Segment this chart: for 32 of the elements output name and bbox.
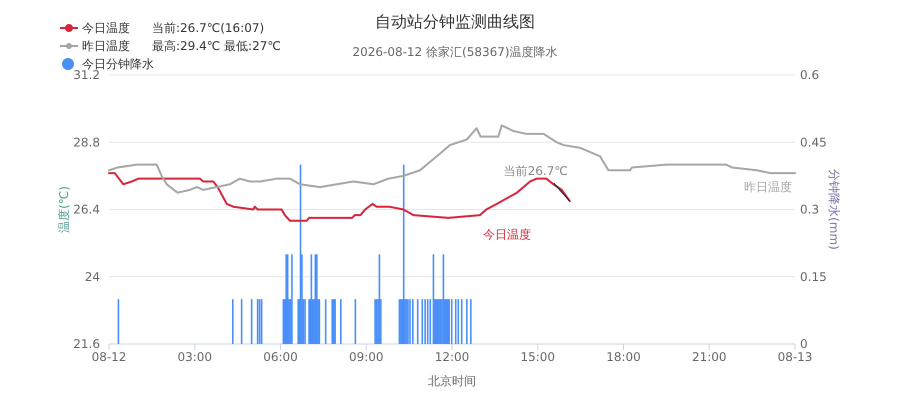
legend-label: 昨日温度 — [82, 39, 130, 53]
legend-label: 今日分钟降水 — [82, 57, 154, 71]
y2-axis-title: 分钟降水(mm) — [827, 169, 841, 250]
x-axis-title: 北京时间 — [428, 374, 476, 388]
text: 当前:26.7℃(16:07) — [152, 21, 264, 35]
x-tick-label: 08-13 — [778, 350, 812, 364]
y-tick-label: 26.4 — [73, 202, 100, 216]
legend-label: 今日温度 — [82, 21, 130, 35]
y2-tick-label: 0 — [800, 337, 808, 351]
y2-tick-label: 0.6 — [800, 68, 820, 82]
x-tick-label: 18:00 — [606, 350, 641, 364]
y2-tick-label: 0.3 — [800, 202, 820, 216]
x-tick-label: 12:00 — [434, 350, 470, 364]
y-tick-label: 21.6 — [73, 337, 100, 351]
chart-subtitle: 2026-08-12 徐家汇(58367)温度降水 — [352, 45, 558, 59]
y-axis-title: 温度(℃) — [57, 186, 71, 233]
text: 今日温度 — [482, 227, 531, 242]
x-tick-label: 09:00 — [348, 350, 384, 364]
y2-tick-label: 0.15 — [800, 270, 827, 284]
y-tick-label: 31.2 — [73, 68, 100, 82]
text: 昨日温度 — [744, 180, 792, 194]
x-tick-label: 08-12 — [92, 350, 126, 364]
x-tick-label: 21:00 — [692, 350, 727, 364]
y2-tick-label: 0.45 — [800, 135, 827, 150]
x-tick-label: 03:00 — [177, 350, 212, 364]
y-tick-label: 28.8 — [73, 135, 100, 150]
text: 最高:29.4℃ 最低:27℃ — [152, 39, 281, 53]
x-tick-label: 15:00 — [520, 350, 556, 364]
chart-title: 自动站分钟监测曲线图 — [375, 12, 535, 31]
x-tick-label: 06:00 — [263, 350, 298, 364]
y-tick-label: 24 — [84, 270, 100, 284]
annotation: 当前26.7℃ — [504, 164, 568, 178]
